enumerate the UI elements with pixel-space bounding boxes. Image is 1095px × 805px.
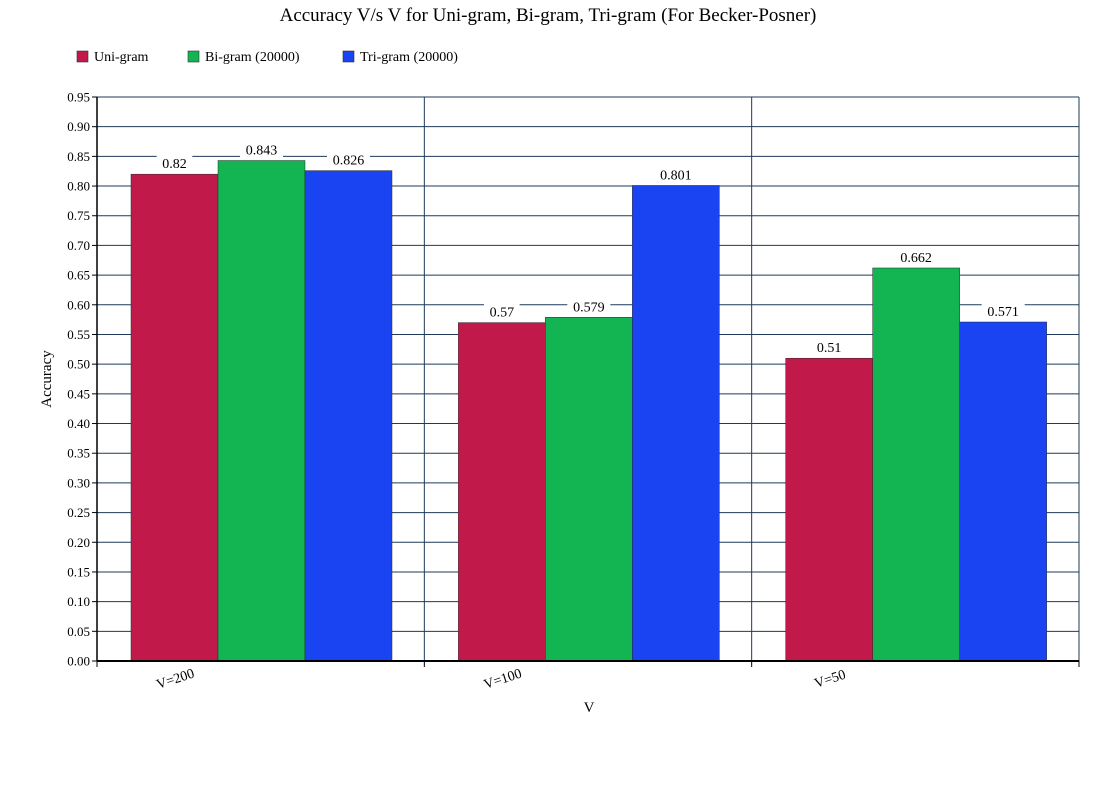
data-label-bg xyxy=(654,165,698,183)
data-label: 0.801 xyxy=(660,168,692,183)
legend-swatch xyxy=(187,50,200,63)
data-label-bg xyxy=(894,247,938,265)
y-axis-title: Accuracy xyxy=(39,350,55,408)
y-tick-label: 0.75 xyxy=(67,208,90,223)
x-axis-ticks: V=200 V=100 V=50 xyxy=(96,661,1080,693)
data-label: 0.843 xyxy=(246,144,278,159)
x-tick-label: V=50 xyxy=(813,668,848,692)
data-label-bg xyxy=(811,338,847,356)
y-tick-label: 0.35 xyxy=(67,446,90,461)
y-tick-label: 0.00 xyxy=(67,654,90,669)
bar xyxy=(785,357,873,662)
y-tick-label: 0.55 xyxy=(67,327,90,342)
bar xyxy=(959,321,1047,662)
data-label-bg xyxy=(156,154,193,172)
x-axis-title: V xyxy=(584,700,595,716)
chart-title: Accuracy V/s V for Uni-gram, Bi-gram, Tr… xyxy=(280,5,817,26)
y-tick-label: 0.85 xyxy=(67,149,90,164)
data-label: 0.571 xyxy=(987,305,1019,320)
data-label: 0.826 xyxy=(333,154,365,169)
bar xyxy=(545,317,633,662)
data-label: 0.82 xyxy=(162,157,187,172)
y-tick-label: 0.65 xyxy=(67,268,90,283)
data-label-bg xyxy=(981,302,1025,320)
data-label-bg xyxy=(484,302,520,320)
y-tick-label: 0.15 xyxy=(67,564,90,579)
data-label: 0.51 xyxy=(817,341,842,356)
y-tick-label: 0.40 xyxy=(67,416,90,431)
bar xyxy=(130,173,219,662)
y-tick-label: 0.30 xyxy=(67,475,90,490)
y-tick-label: 0.10 xyxy=(67,594,90,609)
data-label: 0.579 xyxy=(573,300,605,315)
legend: Uni-gram Bi-gram (20000) Tri-gram (20000) xyxy=(76,50,458,65)
y-tick-label: 0.70 xyxy=(67,238,90,253)
bar xyxy=(632,185,720,662)
y-tick-label: 0.95 xyxy=(67,90,90,105)
y-tick-label: 0.60 xyxy=(67,297,90,312)
legend-swatch xyxy=(342,50,355,63)
axes xyxy=(96,96,1079,662)
bar xyxy=(304,170,393,662)
bars xyxy=(130,160,1047,662)
y-tick-label: 0.05 xyxy=(67,624,90,639)
y-tick-label: 0.90 xyxy=(67,119,90,134)
data-label-bg xyxy=(567,297,611,315)
bar xyxy=(872,267,960,662)
data-label: 0.662 xyxy=(900,251,932,266)
data-label-bg xyxy=(240,140,283,158)
bar xyxy=(217,160,306,662)
y-tick-label: 0.45 xyxy=(67,386,90,401)
y-tick-label: 0.20 xyxy=(67,535,90,550)
y-axis-ticks: 0.00 0.05 0.10 0.15 0.20 0.25 0.30 0.35 0.40 0.45… xyxy=(67,90,97,669)
legend-label: Tri-gram (20000) xyxy=(360,50,458,65)
data-label-bg xyxy=(327,150,370,168)
legend-swatch xyxy=(76,50,89,63)
data-label: 0.57 xyxy=(490,306,515,321)
value-labels: 0.82 0.843 0.826 0.57 0.579 0.801 0.51 0.662 0.5… xyxy=(156,140,1025,356)
legend-label: Bi-gram (20000) xyxy=(205,50,300,65)
x-tick-label: V=200 xyxy=(155,667,197,693)
legend-label: Uni-gram xyxy=(94,50,149,65)
y-tick-label: 0.80 xyxy=(67,179,90,194)
x-tick-label: V=100 xyxy=(482,667,524,693)
y-tick-label: 0.50 xyxy=(67,357,90,372)
y-tick-label: 0.25 xyxy=(67,505,90,520)
bar xyxy=(458,322,546,662)
